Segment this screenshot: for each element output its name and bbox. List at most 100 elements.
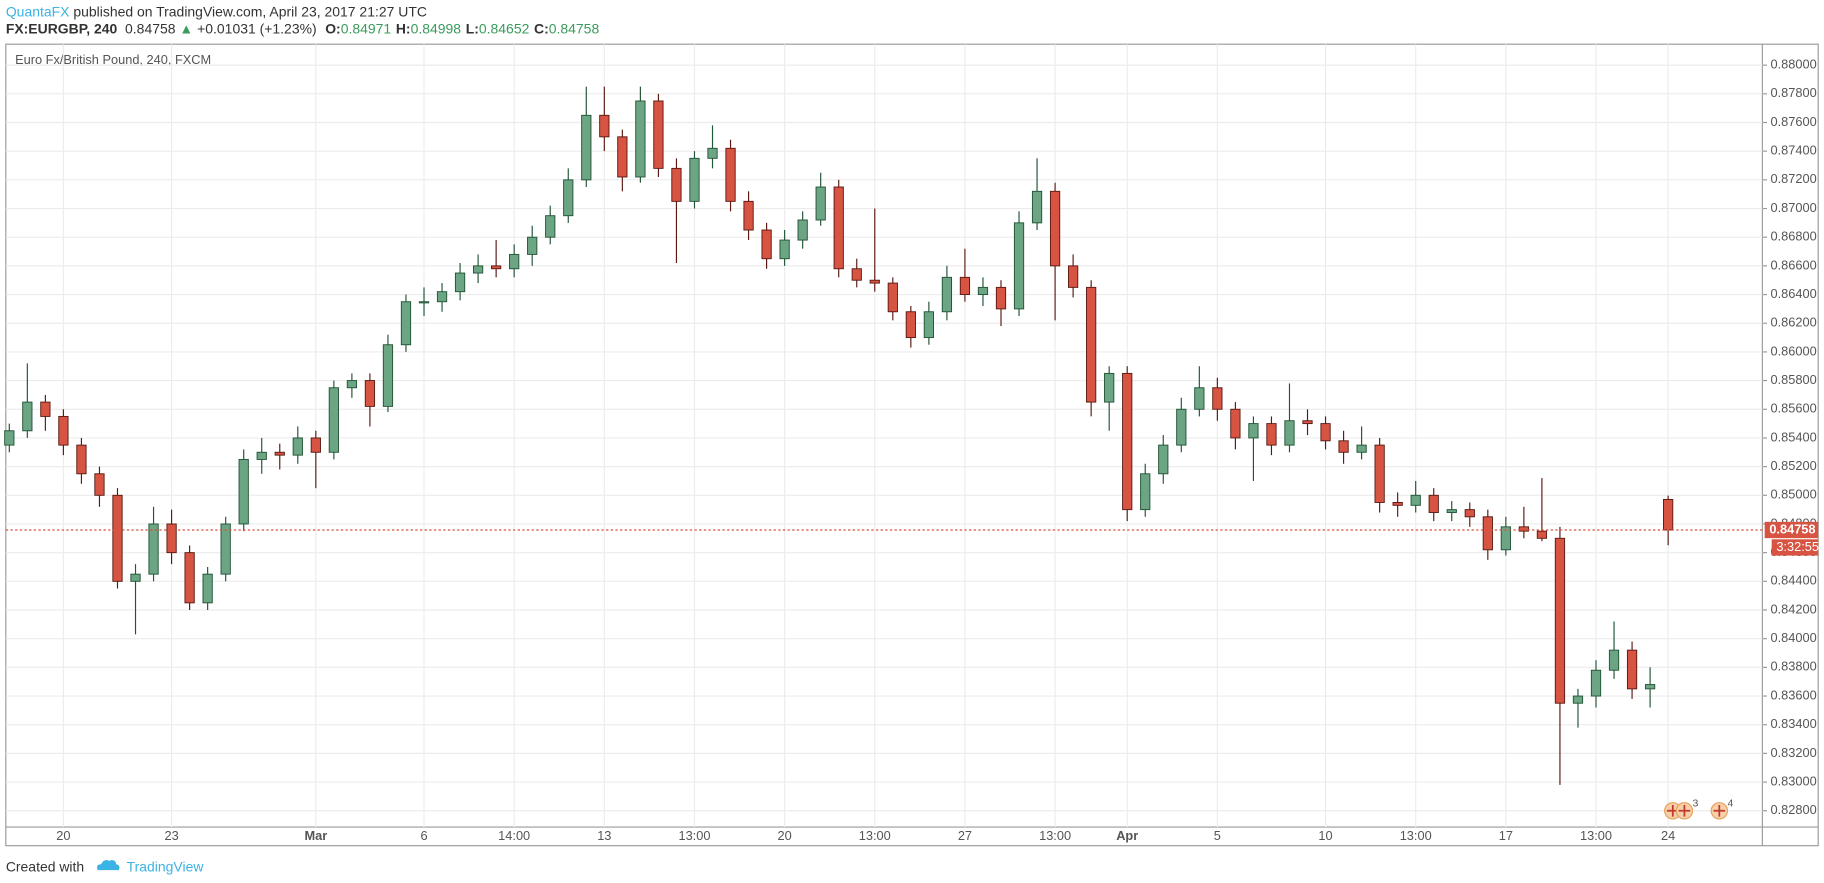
chart: Euro Fx/British Pound, 240, FXCM 0.82800… [4,43,1819,847]
x-tick-label: 17 [1499,828,1513,843]
symbol: FX:EURGBP, 240 [5,20,118,38]
countdown: 3:32:55 [1776,539,1819,554]
x-tick-label: 13:00 [678,828,710,843]
y-tick-label: 0.84000 [1770,630,1816,645]
candle-body [1067,265,1079,288]
candle-body [1608,649,1620,671]
candle-body [653,100,664,169]
candle-body [238,458,249,525]
chart-title: Euro Fx/British Pound, 240, FXCM [15,52,211,67]
candle-body [527,236,538,255]
candle-body [815,186,826,221]
y-tick-label: 0.83600 [1770,687,1816,702]
last: 0.84758 [125,20,176,38]
candle-body [1428,494,1439,513]
brand[interactable]: TradingView [126,858,204,875]
candle-body [833,186,844,270]
candle-body [1302,420,1313,425]
x-tick-label: 13 [597,828,611,843]
x-tick-label: 13:00 [1580,828,1612,843]
x-tick-label: 13:00 [1400,828,1432,843]
candle-body [599,114,610,138]
candle-body [1104,372,1115,403]
candle-body [220,523,231,575]
candle-body [1626,649,1638,690]
candle-body [346,380,358,389]
candle-body [1482,516,1493,551]
candle-body [1284,420,1295,446]
candle-body [563,179,574,217]
candle-body [1590,669,1602,697]
y-tick-label: 0.87000 [1770,200,1816,215]
candle-body [22,401,33,432]
candle-body [1140,473,1151,511]
candle-body [292,437,303,456]
ohlc-label: H: [395,20,411,38]
ohlc-value: 0.84758 [548,20,600,38]
candle-body [851,268,862,281]
candle-body [1410,494,1421,506]
candle-body [328,387,339,453]
x-tick-label: 20 [778,828,792,843]
candle-body [635,100,646,178]
y-tick-label: 0.83800 [1770,659,1816,674]
candle-body [725,147,736,202]
candle-body [941,276,953,313]
y-tick-label: 0.86600 [1770,257,1816,272]
x-tick-label: 6 [420,828,427,843]
x-tick-label: 14:00 [498,828,530,843]
event-count: 3 [1693,799,1699,810]
candle-body [4,430,15,446]
candle-body [1049,190,1061,267]
logo-cloud [96,860,120,871]
y-tick-label: 0.85600 [1770,401,1816,416]
candle-body [310,437,321,453]
x-tick-label: 10 [1318,828,1332,843]
candle-body [1122,372,1133,511]
x-tick-label: 13:00 [1039,828,1071,843]
countdown-tag [1771,539,1819,556]
candle-body [1230,408,1241,439]
candle-body [1338,440,1349,453]
candle-body [707,147,718,159]
publisher[interactable]: QuantaFX [5,3,70,20]
y-tick-label: 0.85200 [1770,458,1816,473]
candle-body [1176,408,1187,446]
candle-body [1572,695,1584,704]
candle-body [1644,684,1656,690]
logo [96,860,120,871]
ohlc: O:0.84971 H:0.84998 L:0.84652 C:0.84758 [321,20,600,38]
y-tick-label: 0.85800 [1770,372,1816,387]
candle-body [400,301,412,346]
frame [5,43,1819,847]
candle-body [382,344,394,407]
candle-body [1086,286,1097,403]
candle-body [1392,501,1403,506]
footer: Created with TradingView [6,857,204,874]
ohlc-value: 0.84998 [410,20,462,38]
arrow: ▲ [179,20,194,38]
candle-body [797,219,808,241]
ohlc-label: L: [465,20,479,38]
candle-body [94,473,105,496]
ohlc-value: 0.84652 [478,20,530,38]
candle-body [545,215,556,238]
y-tick-label: 0.82800 [1770,802,1816,817]
price-tag-label: 0.84758 [1769,521,1815,536]
candle-body [995,286,1007,310]
y-tick-label: 0.85400 [1770,429,1816,444]
candle-body [1031,190,1043,224]
candle-body [184,552,195,604]
x-tick-label: Mar [304,828,327,843]
x-tick-label: 5 [1214,828,1221,843]
candle-body [1248,423,1259,439]
candle-body [761,229,772,260]
candle-body [1464,509,1475,518]
candle-body [166,523,177,554]
candle-body [418,301,430,304]
y-tick-label: 0.83400 [1770,716,1816,731]
candle-body [1446,509,1457,513]
candle-body [1536,530,1548,539]
candle-body [472,265,484,274]
